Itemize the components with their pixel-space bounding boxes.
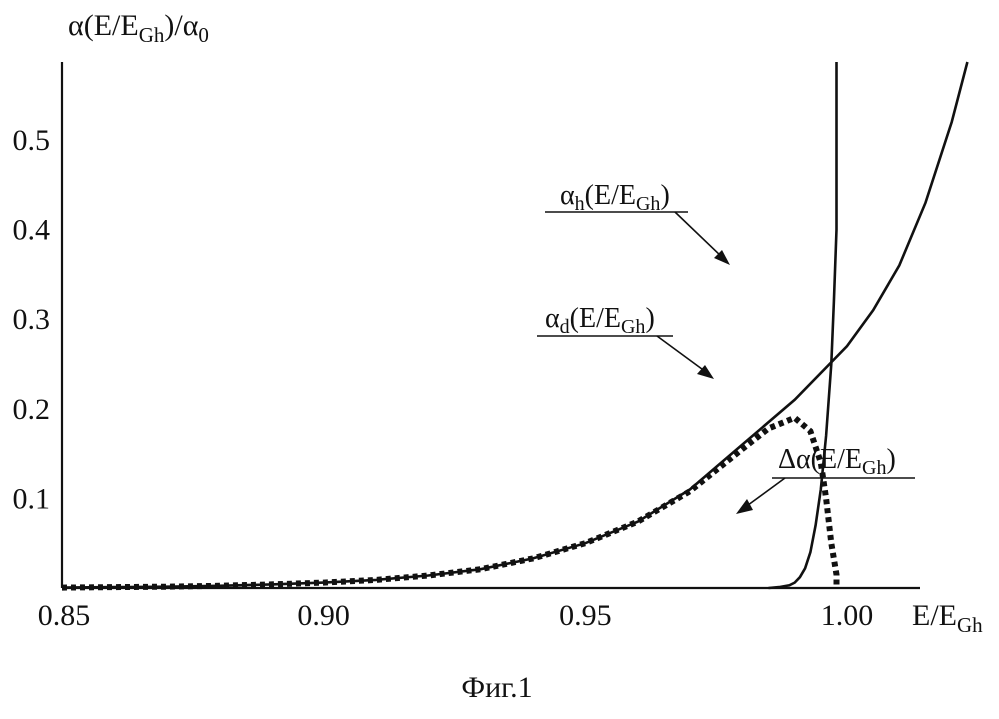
series-label-alpha-h: αh(E/EGh) [560, 180, 670, 215]
y-tick-label: 0.1 [13, 482, 51, 515]
series-label-delta-alpha: Δα(E/EGh) [778, 444, 896, 479]
x-tick-label: 1.00 [821, 599, 874, 632]
series-layer [62, 62, 967, 588]
annotation-alpha-d: αd(E/EGh) [537, 303, 714, 379]
x-tick-label: 0.95 [559, 599, 612, 632]
annotation-arrow-delta-alpha [744, 478, 785, 508]
y-tick-label: 0.3 [13, 303, 51, 336]
x-axis-title: E/EGh [912, 599, 983, 637]
series-label-alpha-d: αd(E/EGh) [545, 303, 655, 338]
series-line-alpha-d [62, 62, 967, 588]
arrowhead-delta-alpha [736, 499, 753, 514]
annotation-arrow-alpha-h [675, 212, 723, 258]
annotation-alpha-h: αh(E/EGh) [545, 180, 730, 265]
series-line-delta-alpha [62, 418, 837, 588]
y-axis-title: α(E/EGh)/α0 [68, 9, 209, 47]
y-tick-label: 0.5 [13, 124, 51, 157]
figure-caption: Фиг.1 [461, 671, 532, 704]
y-tick-label: 0.2 [13, 393, 51, 426]
x-tick-label: 0.90 [297, 599, 350, 632]
y-tick-label: 0.4 [13, 214, 51, 247]
annotation-arrow-alpha-d [657, 336, 706, 372]
x-tick-label: 0.85 [38, 599, 91, 632]
y-ticks: 0.1 0.2 0.3 0.4 0.5 [13, 124, 51, 515]
x-ticks: 0.85 0.90 0.95 1.00 [38, 599, 874, 632]
